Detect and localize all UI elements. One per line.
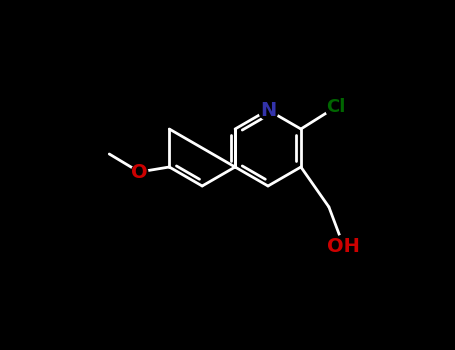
Text: Cl: Cl: [326, 98, 346, 116]
Text: O: O: [131, 162, 147, 182]
Text: N: N: [260, 100, 276, 119]
Text: OH: OH: [328, 238, 360, 257]
